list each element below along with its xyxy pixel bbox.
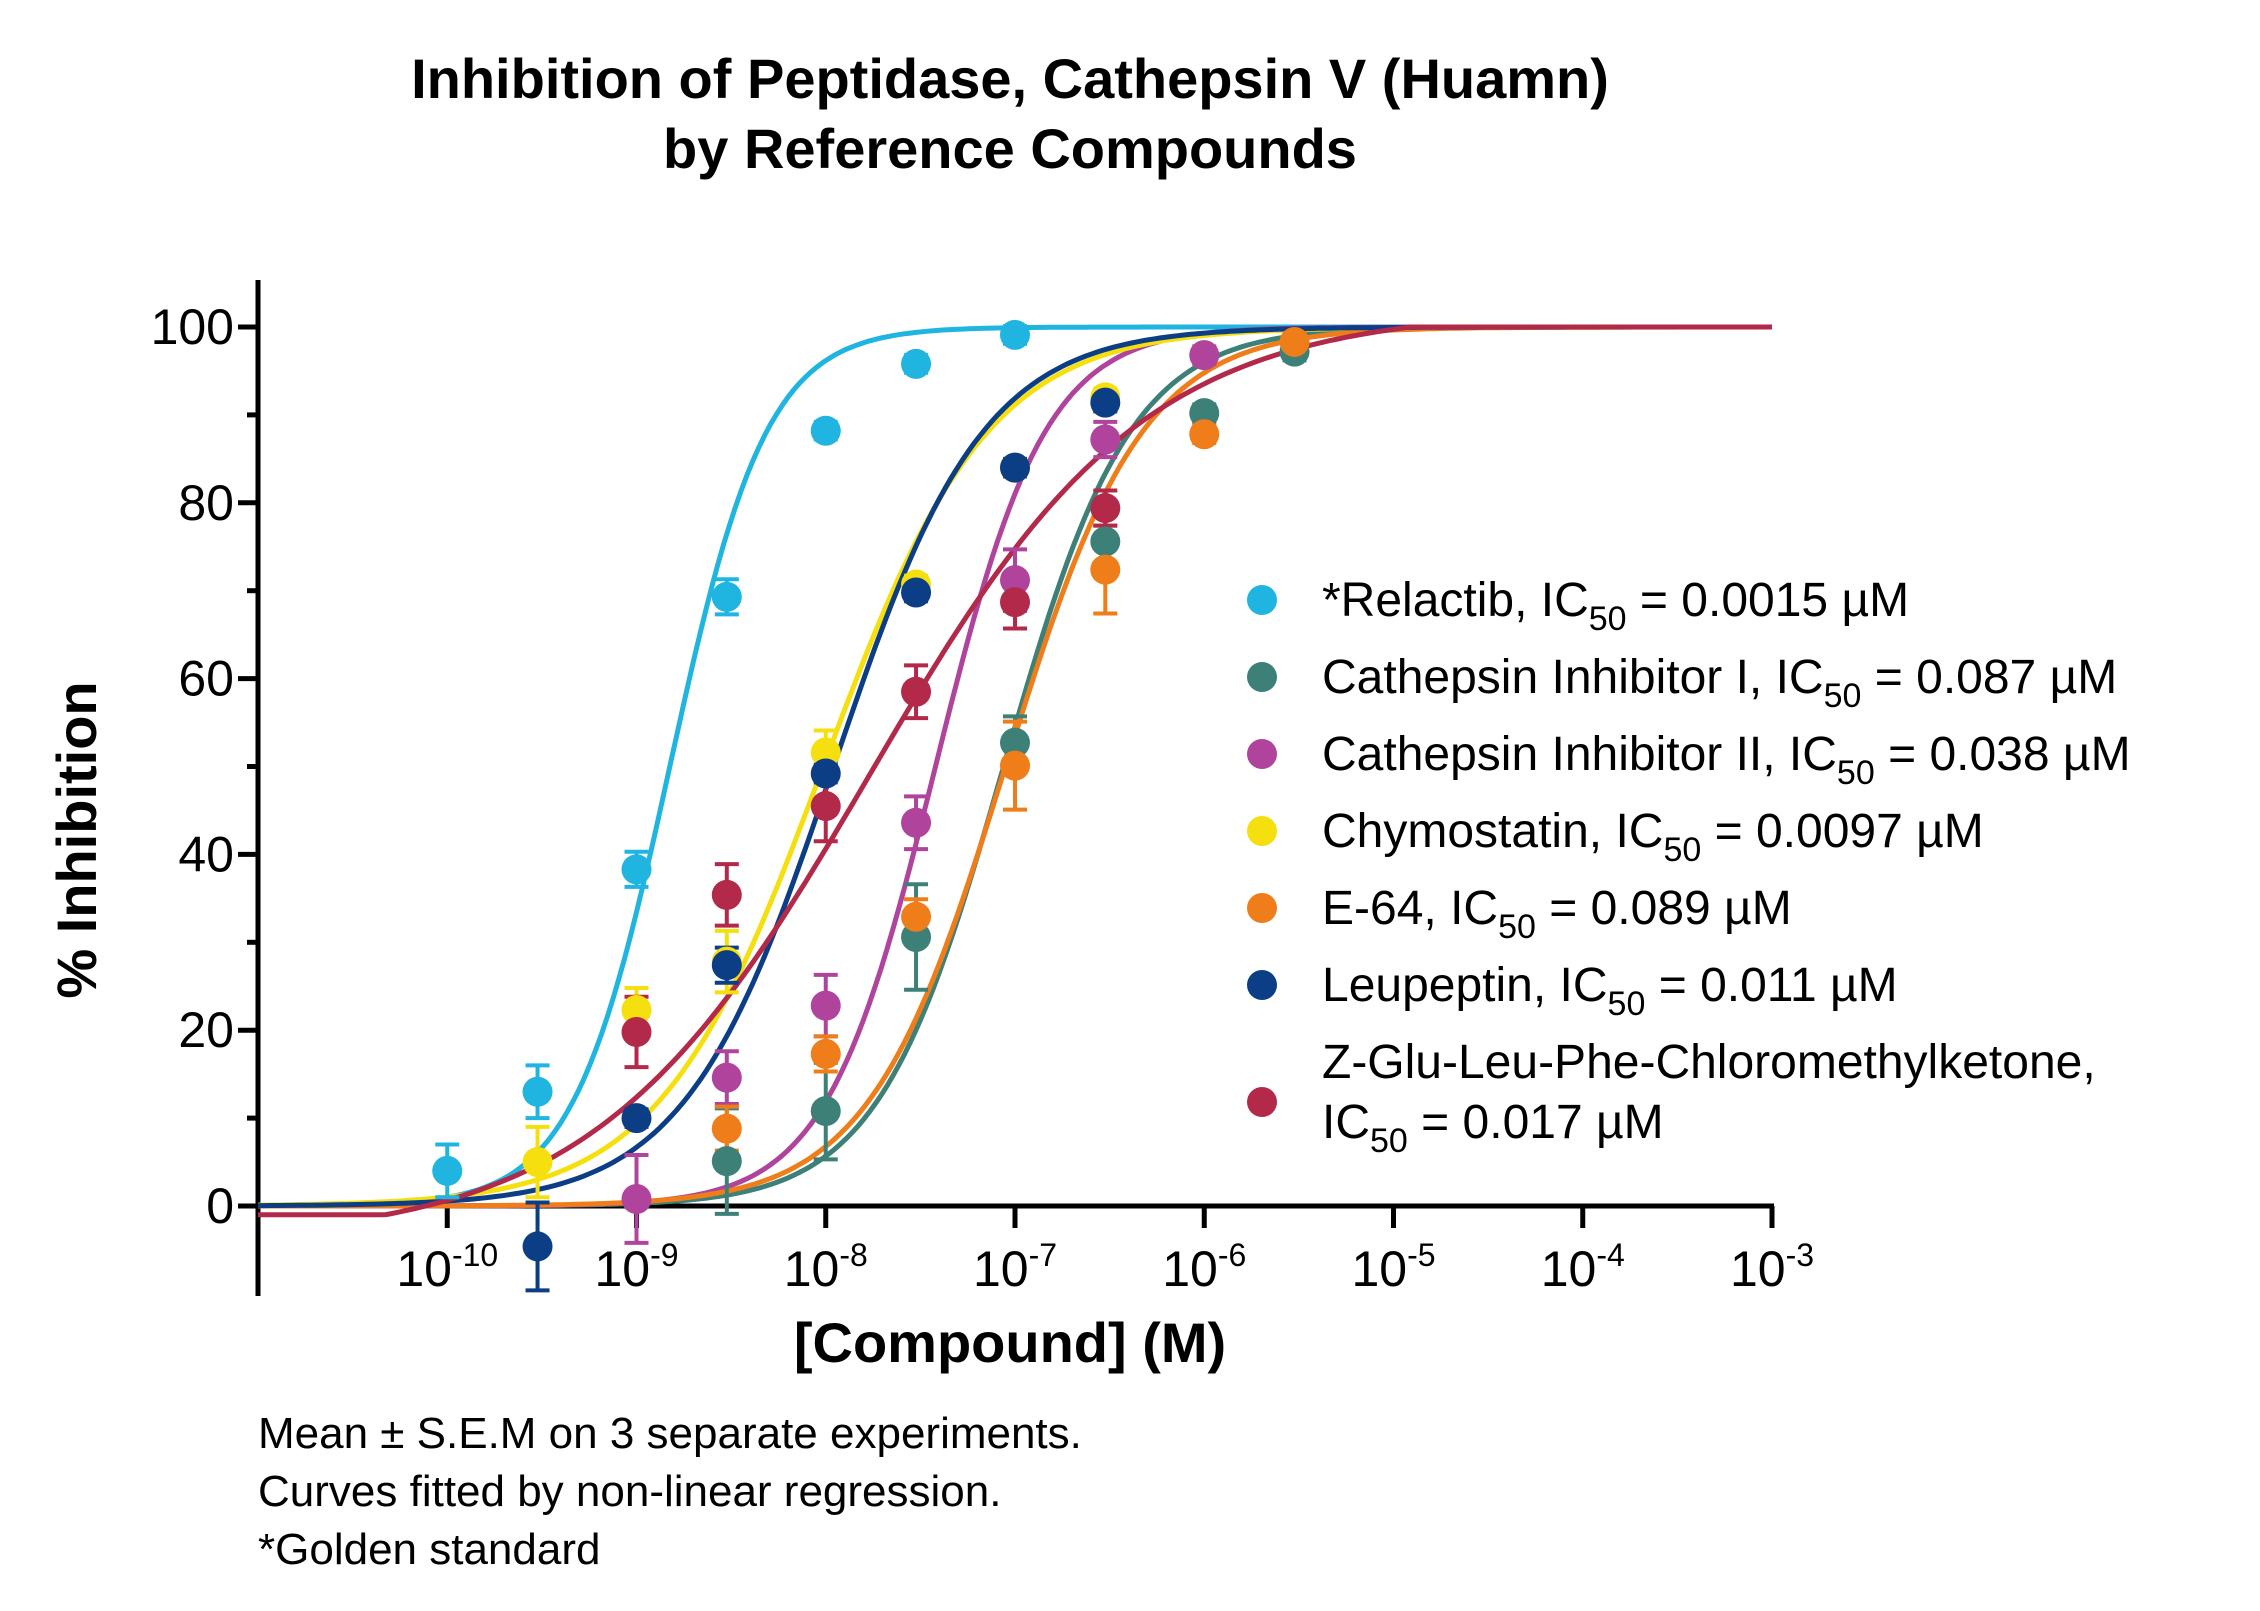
legend-marker	[1247, 970, 1277, 1000]
x-axis-title: [Compound] (M)	[794, 1311, 1226, 1374]
data-point	[1000, 452, 1030, 483]
data-point	[522, 1147, 553, 1178]
legend-label: Cathepsin Inhibitor I, IC50 = 0.087 µM	[1322, 651, 2117, 715]
legend-label: Chymostatin, IC50 = 0.0097 µM	[1322, 805, 1984, 869]
data-point	[1000, 727, 1030, 758]
data-point	[810, 791, 841, 822]
data-point	[1000, 750, 1030, 781]
data-point	[711, 1062, 742, 1093]
data-point	[432, 1155, 463, 1186]
legend-label: Cathepsin Inhibitor II, IC50 = 0.038 µM	[1322, 728, 2131, 792]
data-points	[432, 319, 1310, 1262]
x-tick-label: 10-3	[1730, 1237, 1814, 1297]
y-tick-label: 20	[178, 1002, 234, 1058]
data-point	[522, 1231, 553, 1262]
x-tick-label: 10-4	[1541, 1237, 1625, 1297]
data-point	[1090, 493, 1121, 524]
x-tick-label: 10-9	[594, 1237, 678, 1297]
data-point	[1000, 587, 1030, 618]
legend-marker	[1247, 816, 1277, 846]
data-point	[711, 581, 742, 612]
error-bars	[435, 324, 1307, 1293]
x-tick-label: 10-6	[1162, 1237, 1246, 1297]
data-point	[810, 415, 841, 446]
data-point	[1090, 526, 1121, 557]
x-tick-label: 10-8	[784, 1237, 868, 1297]
data-point	[901, 577, 932, 608]
data-point	[1090, 424, 1121, 455]
legend-marker	[1247, 893, 1277, 923]
y-tick-label: 80	[178, 475, 234, 531]
chart-title-line-2: by Reference Compounds	[663, 117, 1357, 180]
legend-label: IC50 = 0.017 µM	[1322, 1096, 1664, 1160]
data-point	[810, 737, 841, 768]
y-tick-label: 40	[178, 826, 234, 882]
footnote-1: Mean ± S.E.M on 3 separate experiments.	[258, 1409, 1082, 1458]
data-point	[621, 994, 652, 1025]
legend-marker	[1247, 662, 1277, 692]
data-point	[1189, 340, 1220, 371]
data-point	[621, 1103, 652, 1134]
data-point	[1000, 565, 1030, 596]
data-point	[711, 1146, 742, 1177]
data-point	[1189, 398, 1220, 429]
data-point	[621, 854, 652, 885]
legend-marker	[1247, 585, 1277, 615]
data-point	[901, 348, 932, 379]
chart-title-line-1: Inhibition of Peptidase, Cathepsin V (Hu…	[411, 47, 1609, 110]
data-point	[901, 676, 932, 707]
data-point	[522, 1076, 553, 1107]
axes: 0 20 40 60 80 100 10-10 10-9 10-8 10-7 10-6 10-5 10-…	[151, 280, 1814, 1297]
data-point	[1189, 419, 1220, 450]
x-tick-label: 10-5	[1351, 1237, 1435, 1297]
data-point	[711, 879, 742, 910]
data-point	[1279, 326, 1310, 357]
data-point	[810, 990, 841, 1021]
legend-label: *Relactib, IC50 = 0.0015 µM	[1322, 574, 1909, 638]
data-point	[810, 1096, 841, 1127]
legend-label: Z-Glu-Leu-Phe-Chloromethylketone,	[1322, 1036, 2096, 1089]
data-point	[621, 1016, 652, 1047]
x-tick-label: 10-7	[973, 1237, 1057, 1297]
data-point	[901, 807, 932, 838]
data-point	[810, 1038, 841, 1069]
data-point	[621, 1183, 652, 1214]
footnote-2: Curves fitted by non-linear regression.	[258, 1467, 1001, 1516]
legend-label: Leupeptin, IC50 = 0.011 µM	[1322, 959, 1898, 1023]
y-axis-title: % Inhibition	[45, 681, 108, 998]
y-tick-label: 60	[178, 651, 234, 707]
footnote-3: *Golden standard	[258, 1525, 600, 1574]
data-point	[711, 950, 742, 981]
data-point	[901, 901, 932, 932]
data-point	[1000, 319, 1030, 350]
legend-marker	[1247, 739, 1277, 769]
data-point	[1090, 554, 1121, 585]
data-point	[810, 758, 841, 789]
legend-marker	[1247, 1087, 1277, 1117]
data-point	[711, 1113, 742, 1144]
legend-label: E-64, IC50 = 0.089 µM	[1322, 882, 1792, 946]
y-tick-label: 0	[206, 1178, 234, 1234]
data-point	[1090, 387, 1121, 418]
legend: *Relactib, IC50 = 0.0015 µM Cathepsin Inh…	[1247, 574, 2131, 1160]
x-tick-label: 10-10	[396, 1237, 498, 1297]
y-tick-label: 100	[151, 299, 234, 355]
